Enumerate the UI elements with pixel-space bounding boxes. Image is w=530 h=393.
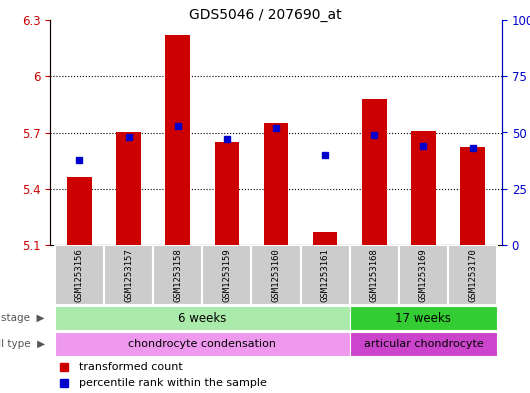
FancyBboxPatch shape xyxy=(350,245,399,305)
Text: GSM1253161: GSM1253161 xyxy=(321,248,330,302)
Text: GSM1253157: GSM1253157 xyxy=(124,248,133,302)
FancyBboxPatch shape xyxy=(448,245,497,305)
Bar xyxy=(362,99,386,245)
Text: articular chondrocyte: articular chondrocyte xyxy=(364,339,483,349)
Bar xyxy=(116,132,141,245)
Text: chondrocyte condensation: chondrocyte condensation xyxy=(128,339,276,349)
Text: 6 weeks: 6 weeks xyxy=(178,312,226,325)
Text: GDS5046 / 207690_at: GDS5046 / 207690_at xyxy=(189,8,341,22)
Bar xyxy=(165,35,190,245)
Bar xyxy=(215,142,239,245)
FancyBboxPatch shape xyxy=(202,245,251,305)
Bar xyxy=(460,147,485,245)
Bar xyxy=(411,130,436,245)
Bar xyxy=(67,178,92,245)
Text: GSM1253158: GSM1253158 xyxy=(173,248,182,302)
Text: GSM1253159: GSM1253159 xyxy=(223,248,232,302)
FancyBboxPatch shape xyxy=(104,245,153,305)
FancyBboxPatch shape xyxy=(350,305,497,331)
FancyBboxPatch shape xyxy=(55,245,104,305)
Text: GSM1253168: GSM1253168 xyxy=(370,248,379,302)
Text: GSM1253160: GSM1253160 xyxy=(271,248,280,302)
Bar xyxy=(313,232,338,245)
Text: transformed count: transformed count xyxy=(80,362,183,372)
Text: development stage  ▶: development stage ▶ xyxy=(0,313,45,323)
Text: GSM1253169: GSM1253169 xyxy=(419,248,428,302)
Text: cell type  ▶: cell type ▶ xyxy=(0,339,45,349)
Text: percentile rank within the sample: percentile rank within the sample xyxy=(80,378,267,388)
Bar xyxy=(264,123,288,245)
Text: 17 weeks: 17 weeks xyxy=(395,312,452,325)
FancyBboxPatch shape xyxy=(153,245,202,305)
Text: GSM1253170: GSM1253170 xyxy=(468,248,477,302)
FancyBboxPatch shape xyxy=(399,245,448,305)
FancyBboxPatch shape xyxy=(251,245,301,305)
FancyBboxPatch shape xyxy=(55,305,350,331)
FancyBboxPatch shape xyxy=(350,332,497,356)
FancyBboxPatch shape xyxy=(55,332,350,356)
FancyBboxPatch shape xyxy=(301,245,350,305)
Text: GSM1253156: GSM1253156 xyxy=(75,248,84,302)
